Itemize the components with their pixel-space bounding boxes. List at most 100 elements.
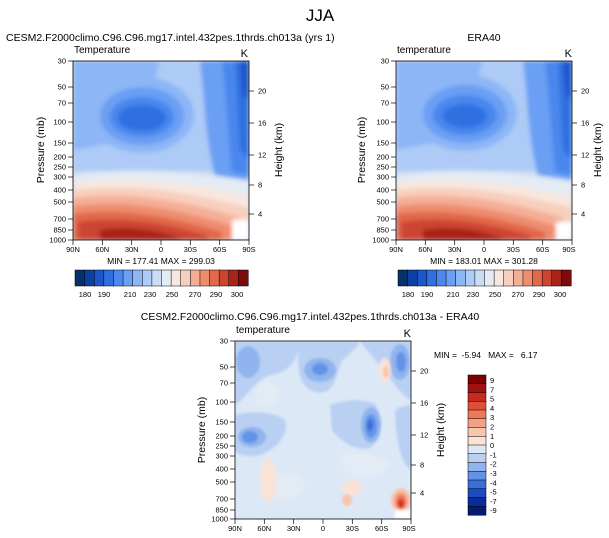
colorbar-label: 250 (489, 290, 502, 299)
colorbar-label: 210 (124, 290, 137, 299)
height-tick-label: 8 (420, 461, 424, 470)
colorbar-label: 230 (144, 290, 157, 299)
colorbar-label: 180 (79, 290, 92, 299)
y-tick-label: 850 (53, 226, 66, 235)
y-tick-label: 500 (376, 198, 389, 207)
panel-title: CESM2.F2000climo.C96.C96.mg17.intel.432p… (6, 32, 335, 44)
colorbar-swatch (467, 427, 487, 437)
colorbar-swatch (467, 444, 487, 455)
heatmap-field (396, 61, 572, 240)
colorbar-swatch (93, 269, 105, 287)
y-tick-label: 100 (53, 118, 66, 127)
x-tick-label: 0 (482, 245, 486, 254)
colorbar-swatch (467, 418, 487, 429)
colorbar (74, 269, 249, 287)
colorbar-label: -7 (490, 497, 497, 506)
x-tick-label: 60S (375, 524, 388, 533)
x-tick-label: 30S (346, 524, 359, 533)
y2-axis-label: Height (km) (592, 123, 604, 177)
colorbar-label: 250 (166, 290, 179, 299)
y-tick-label: 200 (53, 153, 66, 162)
colorbar-label: 230 (467, 290, 480, 299)
colorbar-label: -4 (490, 478, 497, 487)
colorbar (397, 269, 572, 287)
colorbar-label: -1 (490, 450, 497, 459)
y-tick-label: 850 (376, 226, 389, 235)
x-tick-label: 60N (418, 245, 432, 254)
colorbar-swatch (561, 269, 572, 287)
colorbar-label: 1 (490, 432, 494, 441)
y-tick-label: 250 (215, 442, 228, 451)
tick-marks (230, 340, 416, 524)
panel-title: CESM2.F2000climo.C96.C96.mg17.intel.432p… (141, 311, 480, 323)
y-axis-label: Pressure (mb) (356, 117, 368, 184)
y-tick-label: 500 (53, 198, 66, 207)
y-tick-label: 100 (376, 118, 389, 127)
y2-axis-label: Height (km) (435, 403, 447, 457)
colorbar-label: 7 (490, 385, 494, 394)
y-tick-label: 50 (381, 83, 389, 92)
colorbar-swatch (467, 488, 487, 499)
figure-title: JJA (306, 6, 335, 25)
panel-title: ERA40 (467, 32, 500, 44)
y-tick-label: 30 (58, 57, 66, 66)
height-tick-label: 20 (581, 87, 589, 96)
stats-label: MIN = -5.94 MAX = 6.17 (434, 350, 538, 360)
colorbar-swatch (103, 269, 114, 287)
colorbar-swatch (467, 409, 487, 420)
colorbar-swatch (218, 269, 230, 287)
stats-label: MIN = 177.41 MAX = 299.03 (107, 256, 215, 266)
x-tick-label: 60N (257, 524, 271, 533)
colorbar-label: 270 (189, 290, 202, 299)
colorbar-label: -9 (490, 506, 497, 515)
y-tick-label: 150 (215, 418, 228, 427)
colorbar-swatch (467, 471, 487, 481)
colorbar-label: 210 (447, 290, 460, 299)
colorbar-swatch (426, 269, 437, 287)
panel-difference: CESM2.F2000climo.C96.C96.mg17.intel.432p… (141, 311, 538, 533)
colorbar-swatch (74, 269, 86, 287)
y-tick-label: 200 (215, 432, 228, 441)
x-tick-label: 90S (242, 245, 255, 254)
height-tick-label: 12 (581, 151, 589, 160)
colorbar-label: 9 (490, 376, 494, 385)
colorbar-swatch (467, 479, 487, 490)
x-tick-label: 60S (213, 245, 226, 254)
colorbar-label: -5 (490, 488, 497, 497)
colorbar-label: 270 (512, 290, 525, 299)
colorbar-swatch (513, 269, 524, 287)
x-tick-label: 90S (562, 245, 575, 254)
height-tick-label: 16 (420, 399, 428, 408)
y-tick-label: 500 (215, 478, 228, 487)
colorbar-swatch (113, 269, 124, 287)
panel-left-label: Temperature (74, 45, 131, 56)
y-tick-label: 150 (376, 139, 389, 148)
x-tick-label: 90S (402, 524, 415, 533)
y-tick-label: 300 (215, 452, 228, 461)
colorbar-swatch (436, 269, 447, 287)
colorbar-swatch (170, 269, 182, 287)
colorbar-swatch (522, 269, 534, 287)
colorbar-swatch (467, 462, 487, 472)
y-tick-label: 1000 (49, 236, 66, 245)
colorbar-swatch (467, 401, 487, 411)
colorbar-label: 2 (490, 423, 494, 432)
y-tick-label: 30 (381, 57, 389, 66)
y-tick-label: 1000 (372, 236, 389, 245)
colorbar-label: 190 (98, 290, 111, 299)
colorbar-swatch (503, 269, 514, 287)
colorbar-swatch (467, 497, 487, 507)
colorbar-label: 300 (554, 290, 567, 299)
y-tick-label: 70 (220, 379, 228, 388)
y-tick-label: 700 (53, 215, 66, 224)
y-tick-label: 200 (376, 153, 389, 162)
y-tick-label: 250 (376, 163, 389, 172)
colorbar-swatch (467, 506, 487, 516)
y-axis-label: Pressure (mb) (35, 117, 47, 184)
x-tick-label: 90N (228, 524, 242, 533)
y-tick-label: 50 (220, 363, 228, 372)
y-tick-label: 30 (220, 337, 228, 346)
colorbar-swatch (238, 269, 249, 287)
panel-reference: ERA40 temperature K (356, 32, 604, 299)
colorbar-swatch (445, 269, 457, 287)
